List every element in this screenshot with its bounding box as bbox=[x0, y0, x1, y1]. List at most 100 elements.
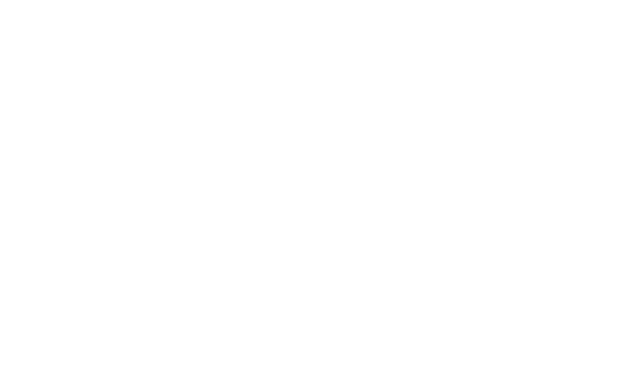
Bar bbox=[407, 96, 421, 107]
Bar bbox=[21, 323, 31, 333]
Bar bbox=[316, 128, 327, 138]
Text: 25419E: 25419E bbox=[360, 129, 388, 138]
Bar bbox=[577, 328, 587, 338]
Circle shape bbox=[421, 175, 435, 189]
Polygon shape bbox=[495, 154, 583, 194]
Text: 24010: 24010 bbox=[161, 28, 189, 36]
Bar bbox=[443, 26, 457, 37]
Bar bbox=[575, 325, 589, 343]
Bar bbox=[407, 26, 421, 37]
Bar bbox=[140, 158, 150, 165]
Bar bbox=[205, 182, 215, 189]
Text: 24130D: 24130D bbox=[357, 256, 387, 264]
Bar bbox=[407, 54, 421, 65]
Polygon shape bbox=[487, 257, 580, 357]
Bar bbox=[330, 55, 343, 63]
Bar bbox=[155, 165, 165, 172]
Bar bbox=[52, 188, 61, 194]
Bar bbox=[575, 295, 589, 313]
Text: B: B bbox=[481, 7, 488, 16]
Bar bbox=[405, 116, 457, 122]
Bar bbox=[428, 16, 438, 22]
Bar bbox=[479, 7, 490, 17]
Bar bbox=[410, 16, 420, 22]
Text: D: D bbox=[481, 128, 488, 138]
Text: C: C bbox=[23, 324, 29, 333]
Circle shape bbox=[334, 186, 346, 198]
Text: A: A bbox=[318, 7, 324, 16]
Bar bbox=[138, 280, 147, 286]
Bar bbox=[425, 68, 439, 79]
Bar bbox=[316, 249, 327, 259]
Text: E: E bbox=[319, 250, 324, 259]
Bar bbox=[35, 195, 45, 202]
Text: 24049D: 24049D bbox=[583, 67, 613, 76]
Text: 25419EA: 25419EA bbox=[538, 10, 572, 19]
Bar bbox=[115, 195, 137, 213]
Text: 25410G: 25410G bbox=[352, 32, 382, 42]
Bar bbox=[422, 197, 434, 211]
Bar bbox=[110, 155, 120, 162]
Bar bbox=[145, 103, 156, 113]
Bar bbox=[265, 95, 276, 105]
Text: B: B bbox=[23, 304, 29, 312]
Bar bbox=[577, 298, 587, 308]
Bar bbox=[195, 145, 204, 151]
Bar bbox=[148, 48, 295, 130]
Bar bbox=[443, 54, 457, 65]
Bar bbox=[316, 7, 327, 17]
Text: 24388MA: 24388MA bbox=[409, 129, 445, 138]
Bar bbox=[168, 192, 188, 208]
Polygon shape bbox=[330, 273, 410, 329]
Bar bbox=[402, 21, 460, 116]
Bar bbox=[425, 26, 439, 37]
Bar bbox=[407, 68, 421, 79]
Bar bbox=[272, 88, 281, 94]
Bar bbox=[443, 40, 457, 51]
Circle shape bbox=[586, 78, 600, 92]
Bar bbox=[425, 40, 439, 51]
Bar bbox=[446, 16, 456, 22]
Bar bbox=[145, 295, 154, 301]
Bar bbox=[406, 197, 418, 211]
Bar bbox=[479, 249, 490, 259]
Bar bbox=[575, 265, 589, 283]
Bar bbox=[337, 279, 405, 323]
Bar bbox=[280, 100, 289, 106]
Bar bbox=[50, 175, 59, 181]
Bar bbox=[330, 33, 343, 42]
Bar bbox=[415, 154, 425, 169]
Bar bbox=[148, 125, 157, 131]
Bar bbox=[404, 169, 436, 197]
Bar bbox=[150, 312, 159, 318]
Polygon shape bbox=[357, 142, 394, 219]
Bar bbox=[425, 54, 439, 65]
Bar bbox=[208, 155, 218, 162]
Bar bbox=[490, 310, 530, 354]
Text: F: F bbox=[268, 96, 273, 105]
Bar bbox=[530, 156, 548, 164]
Bar bbox=[408, 199, 416, 205]
Text: 25410: 25410 bbox=[418, 9, 442, 17]
Bar bbox=[215, 168, 225, 175]
Bar bbox=[187, 95, 198, 105]
Bar bbox=[407, 40, 421, 51]
Text: D: D bbox=[147, 103, 153, 112]
Bar bbox=[265, 148, 275, 155]
Bar bbox=[443, 96, 457, 107]
Bar bbox=[424, 199, 432, 205]
Circle shape bbox=[518, 38, 527, 48]
Bar bbox=[359, 189, 371, 197]
Bar bbox=[577, 268, 587, 278]
Circle shape bbox=[416, 155, 424, 163]
Polygon shape bbox=[510, 23, 565, 93]
Text: F: F bbox=[482, 250, 487, 259]
Text: C: C bbox=[319, 128, 324, 138]
Bar bbox=[479, 128, 490, 138]
Bar bbox=[312, 3, 638, 366]
Text: 24049D: 24049D bbox=[319, 176, 348, 182]
Polygon shape bbox=[330, 329, 367, 349]
Bar bbox=[162, 132, 171, 138]
Bar bbox=[258, 135, 268, 142]
Circle shape bbox=[367, 144, 374, 151]
